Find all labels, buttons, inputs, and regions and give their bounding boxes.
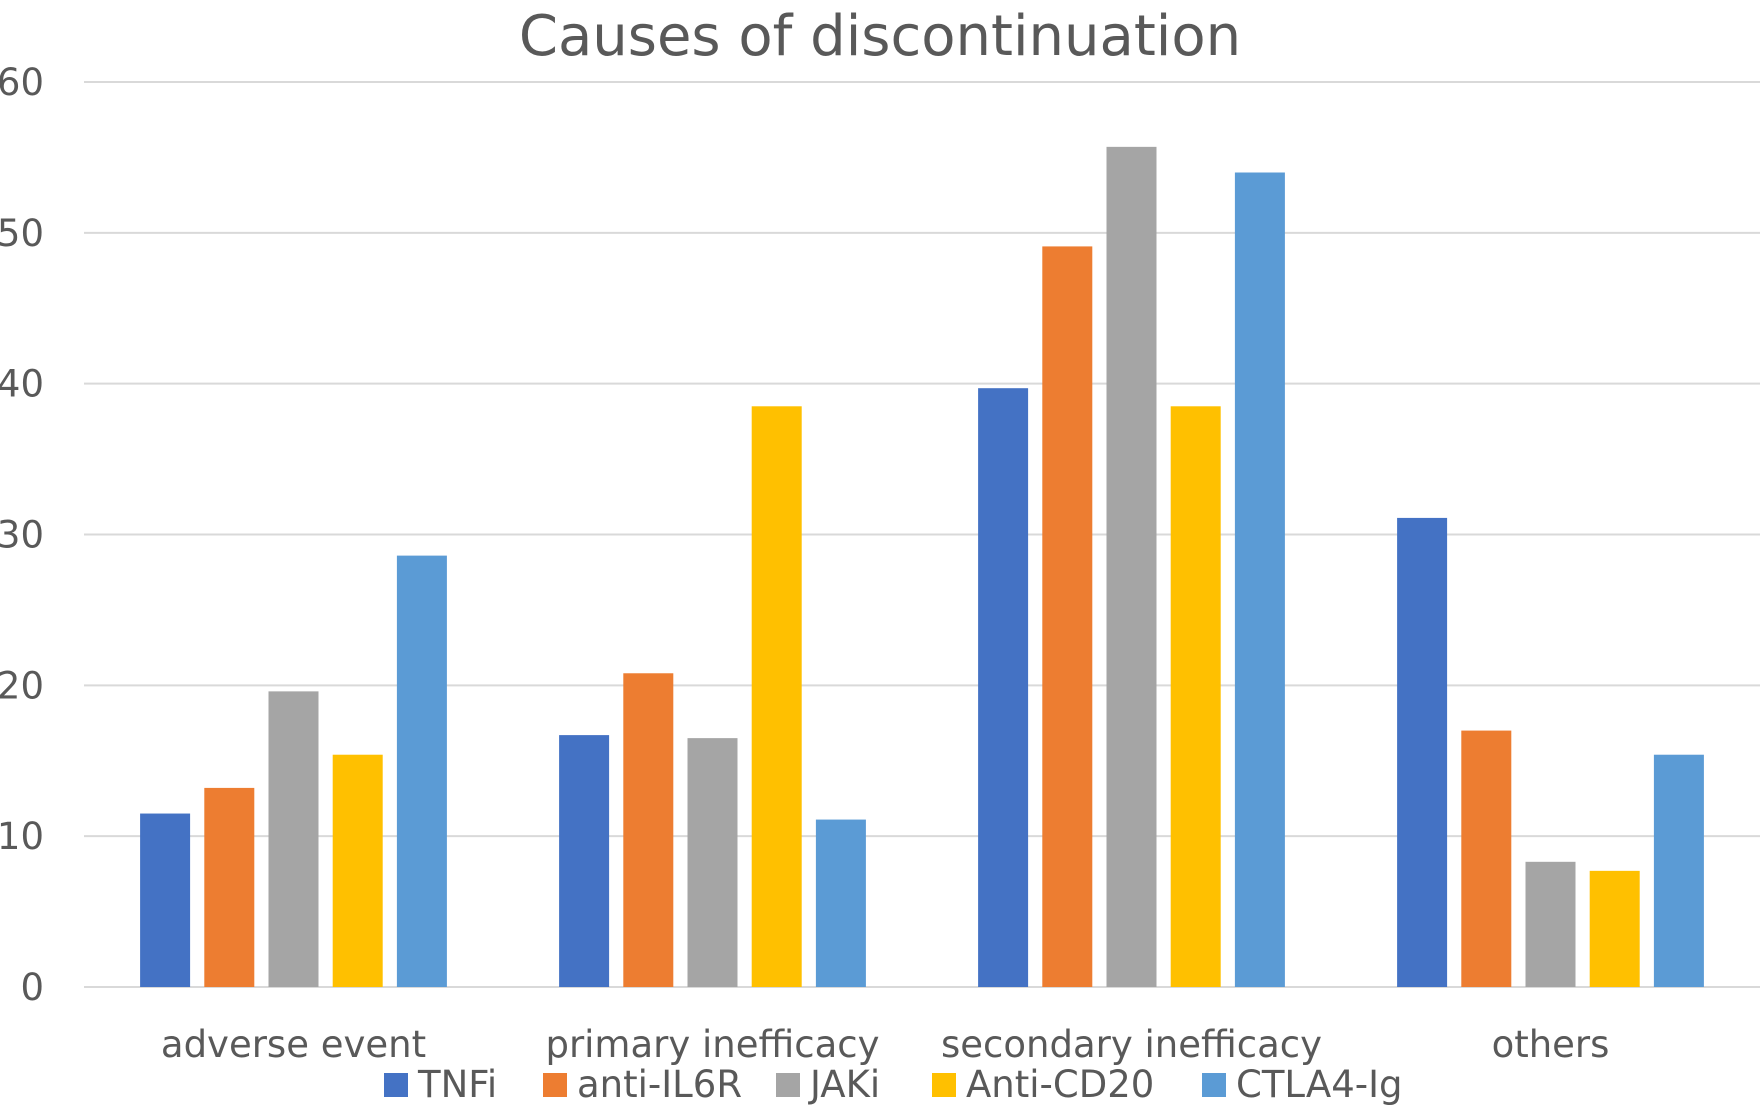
y-tick-label: 10 (0, 815, 44, 858)
bar-TNFi-others (1397, 517, 1448, 987)
x-category-label: primary inefficacy (545, 1023, 879, 1066)
bar-CTLA4-Ig-adverse-event (396, 555, 447, 987)
legend-label-CTLA4-Ig: CTLA4-Ig (1236, 1063, 1403, 1106)
bar-JAKi-others (1525, 861, 1576, 987)
x-category-label: others (1492, 1023, 1610, 1066)
y-tick-label: 30 (0, 514, 44, 557)
x-axis-categories: adverse event primary inefficacy secondary… (161, 1023, 1610, 1066)
bar-JAKi-secondary-inefficacy (1106, 146, 1157, 987)
bar-JAKi-adverse-event (268, 691, 319, 987)
y-tick-label: 50 (0, 212, 44, 255)
legend-label-anti-IL6R: anti-IL6R (577, 1063, 742, 1106)
chart-title: Causes of discontinuation (519, 4, 1241, 69)
bar-TNFi-primary-inefficacy (559, 735, 610, 987)
legend-swatch-CTLA4-Ig (1202, 1073, 1226, 1097)
legend-label-JAKi: JAKi (808, 1063, 880, 1106)
y-tick-label: 60 (0, 61, 44, 104)
bar-Anti-CD20-others (1589, 870, 1640, 987)
bars (140, 146, 1704, 988)
bar-anti-IL6R-adverse-event (204, 787, 255, 987)
bar-Anti-CD20-adverse-event (332, 754, 383, 987)
y-tick-label: 20 (0, 664, 44, 707)
legend-label-Anti-CD20: Anti-CD20 (966, 1063, 1154, 1106)
y-axis-ticks: 0 10 20 30 40 50 60 (0, 61, 44, 1009)
bar-anti-IL6R-others (1461, 730, 1512, 987)
bar-CTLA4-Ig-others (1653, 754, 1704, 987)
bar-Anti-CD20-primary-inefficacy (751, 406, 802, 988)
bar-JAKi-primary-inefficacy (687, 738, 738, 987)
bar-anti-IL6R-primary-inefficacy (623, 673, 674, 987)
y-tick-label: 0 (20, 966, 44, 1009)
bar-CTLA4-Ig-secondary-inefficacy (1234, 172, 1285, 987)
bar-TNFi-adverse-event (140, 813, 191, 987)
legend-label-TNFi: TNFi (417, 1063, 497, 1106)
bar-anti-IL6R-secondary-inefficacy (1042, 246, 1093, 988)
legend-swatch-Anti-CD20 (932, 1073, 956, 1097)
legend-swatch-JAKi (776, 1073, 800, 1097)
x-category-label: secondary inefficacy (941, 1023, 1322, 1066)
x-category-label: adverse event (161, 1023, 426, 1066)
legend-swatch-TNFi (384, 1073, 408, 1097)
y-tick-label: 40 (0, 363, 44, 406)
legend: TNFi anti-IL6R JAKi Anti-CD20 CTLA4-Ig (384, 1063, 1403, 1106)
bar-TNFi-secondary-inefficacy (978, 388, 1029, 988)
bar-Anti-CD20-secondary-inefficacy (1170, 406, 1221, 988)
legend-swatch-anti-IL6R (543, 1073, 567, 1097)
bar-CTLA4-Ig-primary-inefficacy (815, 819, 866, 987)
